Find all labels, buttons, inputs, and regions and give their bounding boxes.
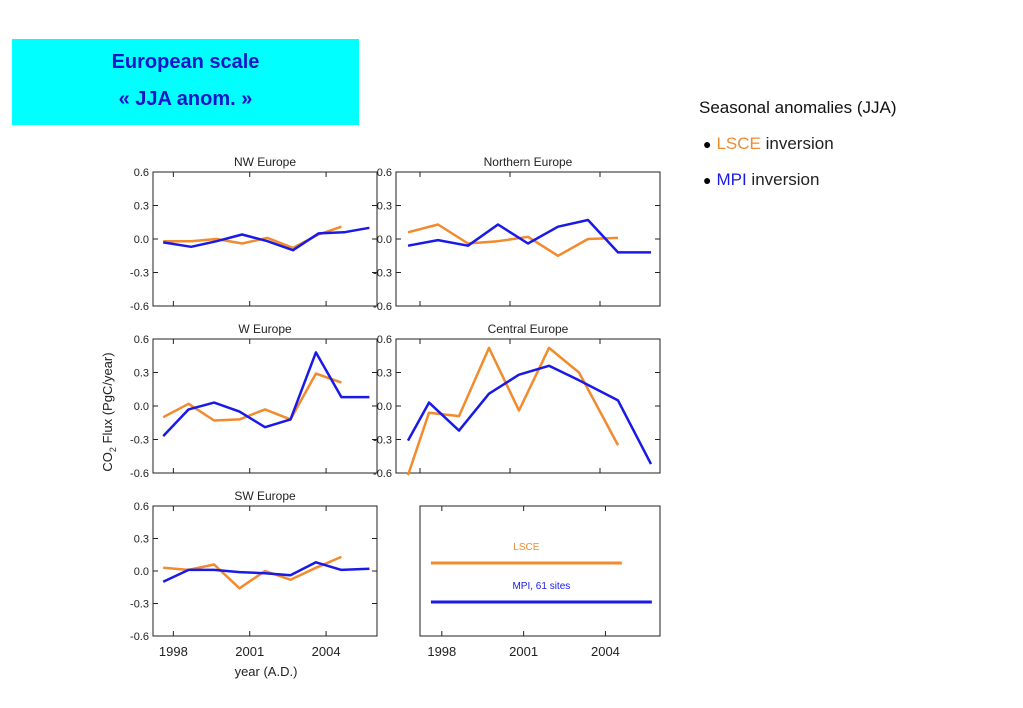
y-tick-label-1-3: -0.3 [373, 268, 392, 280]
series-line-4-mpi [162, 561, 370, 583]
legend-panel-frame [419, 505, 661, 637]
y-tick-label-0-2: 0.0 [134, 234, 149, 246]
title-line-2: « JJA anom. » [118, 88, 253, 110]
y-tick-label-4-2: 0.0 [134, 566, 149, 578]
y-axis-label: CO2 Flux (PgC/year) [100, 352, 118, 471]
panel-title-2: W Europe [238, 322, 292, 336]
y-tick-label-3-3: -0.3 [373, 435, 392, 447]
side-legend-suffix-mpi: inversion [746, 170, 820, 189]
side-legend-item-lsce: ● LSCE inversion [703, 134, 834, 154]
y-tick-label-1-1: 0.3 [377, 201, 392, 213]
y-tick-label-2-1: 0.3 [134, 368, 149, 380]
y-tick-label-4-4: -0.6 [130, 631, 149, 643]
series-line-3-lsce [406, 346, 620, 476]
title-box: European scale « JJA anom. » [12, 39, 359, 125]
side-legend-item-mpi: ● MPI inversion [703, 170, 819, 190]
y-tick-label-0-0: 0.6 [134, 167, 149, 179]
side-legend-heading: Seasonal anomalies (JJA) [699, 98, 897, 117]
series-line-3-mpi [406, 364, 653, 465]
y-tick-label-3-2: 0.0 [377, 401, 392, 413]
y-tick-label-0-3: -0.3 [130, 268, 149, 280]
x-tick-label-4-2: 2004 [312, 644, 341, 659]
panel-title-3: Central Europe [488, 322, 569, 336]
y-tick-label-1-4: -0.6 [373, 301, 392, 313]
y-tick-label-2-2: 0.0 [134, 401, 149, 413]
y-tick-label-4-1: 0.3 [134, 534, 149, 546]
panel-title-4: SW Europe [234, 489, 296, 503]
y-tick-label-0-4: -0.6 [130, 301, 149, 313]
y-tick-label-1-2: 0.0 [377, 234, 392, 246]
y-axis-label-rest: Flux (PgC/year) [100, 352, 115, 447]
y-tick-label-3-1: 0.3 [377, 368, 392, 380]
side-legend-name-lsce: LSCE [716, 134, 761, 153]
legend-label-0: LSCE [513, 542, 539, 553]
legend-x-tick-label-2: 2004 [591, 644, 620, 659]
legend-label-1: MPI, 61 sites [512, 581, 570, 592]
x-axis-label: year (A.D.) [235, 664, 298, 679]
side-legend-suffix-lsce: inversion [760, 134, 834, 153]
panel-frame-1 [395, 171, 661, 307]
y-axis-label-sub: 2 [108, 447, 118, 452]
series-line-1-lsce [407, 223, 619, 258]
series-line-2-mpi [162, 351, 370, 437]
panel-title-1: Northern Europe [484, 155, 573, 169]
y-tick-label-4-3: -0.3 [130, 599, 149, 611]
y-tick-label-2-4: -0.6 [130, 468, 149, 480]
bullet-icon: ● [703, 136, 712, 152]
series-line-1-mpi [407, 218, 651, 254]
bullet-icon: ● [703, 172, 712, 188]
title-line-1: European scale [111, 51, 260, 73]
series-line-2-lsce [162, 372, 342, 422]
y-tick-label-3-0: 0.6 [377, 334, 392, 346]
side-legend-name-mpi: MPI [716, 170, 747, 189]
y-tick-label-3-4: -0.6 [373, 468, 392, 480]
x-tick-label-4-0: 1998 [159, 644, 188, 659]
legend-x-tick-label-0: 1998 [427, 644, 456, 659]
y-tick-label-1-0: 0.6 [377, 167, 392, 179]
legend-x-tick-label-1: 2001 [509, 644, 538, 659]
panel-title-0: NW Europe [234, 155, 296, 169]
y-tick-label-2-3: -0.3 [130, 435, 149, 447]
y-axis-label-main: CO [100, 452, 115, 472]
series-line-0-mpi [163, 226, 370, 252]
y-tick-label-2-0: 0.6 [134, 334, 149, 346]
x-tick-label-4-1: 2001 [235, 644, 264, 659]
y-tick-label-0-1: 0.3 [134, 201, 149, 213]
y-tick-label-4-0: 0.6 [134, 501, 149, 513]
